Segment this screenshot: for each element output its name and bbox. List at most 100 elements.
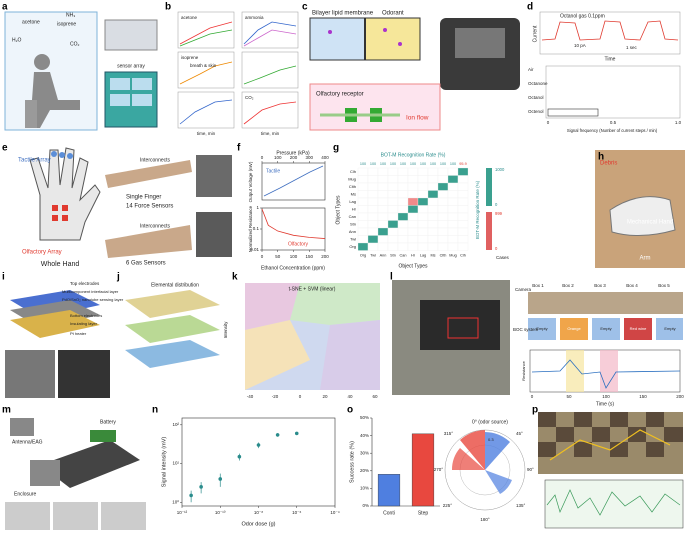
label: Tactile: [266, 168, 280, 174]
heatmap-cell: [447, 205, 459, 214]
label: Empty: [664, 326, 675, 331]
heatmap-cell: [427, 235, 439, 244]
label: H₂O: [12, 37, 22, 43]
row-label: Ann: [349, 229, 356, 234]
heatmap-cell: [447, 235, 459, 244]
colorbar: [486, 212, 492, 250]
heatmap-cell: [437, 212, 449, 221]
heatmap-cell: [447, 182, 459, 191]
heatmap-cell: [447, 242, 459, 251]
heatmap-cell: [397, 175, 409, 184]
label: Octanol gas 0.1ppm: [560, 13, 605, 19]
x-tick-label: 10⁻⁶: [292, 510, 301, 515]
colorbar: [486, 168, 492, 206]
panel-label: n: [152, 405, 158, 416]
label: Time (s): [596, 401, 614, 407]
heatmap-cell: [427, 197, 439, 206]
panel-label: a: [2, 2, 8, 13]
panel-label: o: [347, 405, 353, 416]
label: t-SNE + SVM (linear): [289, 286, 336, 292]
heatmap-cell: [437, 242, 449, 251]
heatmap-cell: [387, 167, 399, 176]
label: acetone: [181, 15, 198, 20]
bar: [411, 433, 435, 507]
heatmap-cell: [427, 220, 439, 229]
y-tick-label: 10⁰: [172, 499, 179, 504]
label: Pressure (kPa): [276, 150, 310, 156]
rate-label: 100: [420, 162, 426, 166]
row-label: Clth: [349, 184, 356, 189]
heatmap-cell: [437, 167, 449, 176]
label: 180°: [480, 517, 490, 522]
row-label: Mug: [348, 176, 356, 181]
y-tick-label: 30%: [360, 450, 369, 455]
label: Pt heater: [70, 331, 87, 336]
rate-label: 95.9: [459, 162, 466, 166]
heatmap-cell: [357, 190, 369, 199]
label: Olfactory Array: [22, 250, 62, 256]
label: Bilayer lipid membrane: [312, 11, 374, 17]
panel-label: f: [237, 143, 241, 154]
point: [256, 443, 261, 447]
label: Octanol: [528, 95, 544, 100]
heatmap-cell: [417, 227, 429, 236]
x-tick-label: 200: [676, 394, 684, 399]
x-tick-label: 40: [347, 394, 353, 399]
x-tick-label: 100: [290, 254, 298, 259]
heatmap-cell: [407, 220, 419, 229]
x2-tick-label: 100: [274, 155, 282, 160]
heatmap-cell: [457, 175, 469, 184]
label: Object Types: [398, 263, 428, 269]
heatmap-cell: [387, 227, 399, 236]
label: Tactile Array: [18, 158, 51, 164]
heatmap-cell: [387, 190, 399, 199]
label: 1 sec: [626, 45, 638, 50]
label: 0: [547, 120, 550, 125]
x-axis-label: Odor dose (g): [242, 521, 276, 527]
heatmap-cell: [387, 235, 399, 244]
label: Olfactory: [288, 241, 309, 247]
label: Empty: [600, 326, 611, 331]
x-tick-label: 50: [566, 394, 572, 399]
heatmap-cell: [397, 227, 409, 236]
label: Empty: [536, 326, 547, 331]
heatmap-cell: [397, 235, 409, 244]
x-tick-label: 150: [305, 254, 313, 259]
label: Bottom electrodes: [70, 313, 102, 318]
y-tick-label: 0%: [362, 503, 369, 508]
heatmap-cell: [417, 242, 429, 251]
label: 270°: [434, 467, 444, 472]
row-label: Can: [349, 214, 356, 219]
column-label: Twl: [370, 254, 376, 258]
x-tick-label: 10⁻⁸: [254, 510, 263, 515]
label: BOT-M Recognition Rate (%): [475, 180, 480, 239]
x-tick-label: 200: [321, 254, 329, 259]
heatmap-cell: [387, 182, 399, 191]
label: 10 pA: [574, 43, 586, 48]
panel-label: h: [598, 152, 604, 163]
colorbar-label: 0: [495, 246, 498, 251]
label: sensor array: [117, 63, 145, 69]
label: PdO/SnO₂ nanotube sensing layer: [62, 297, 124, 302]
panel-label: g: [333, 143, 339, 154]
label: 315°: [444, 431, 454, 436]
x2-tick-label: 400: [321, 155, 329, 160]
heatmap-cell: [447, 212, 459, 221]
heatmap-cell: [397, 167, 409, 176]
label: Ethanol Concentration (ppm): [261, 265, 325, 271]
heatmap-cell: [417, 190, 429, 199]
label: 0° (odor source): [472, 419, 508, 425]
label: Ion flow: [406, 115, 429, 122]
heatmap-cell: [407, 212, 419, 221]
label: Enclosure: [14, 491, 36, 497]
heatmap-cell: [377, 205, 389, 214]
heatmap-cell: [417, 197, 429, 206]
label: Current: [532, 25, 538, 42]
heatmap-cell: [457, 220, 469, 229]
label: Box 2: [562, 283, 574, 288]
heatmap-cell: [427, 175, 439, 184]
label: Arm: [640, 256, 651, 262]
row-label: Org: [349, 244, 356, 249]
label: Normalized Resistance: [248, 205, 253, 252]
heatmap-cell: [397, 220, 409, 229]
